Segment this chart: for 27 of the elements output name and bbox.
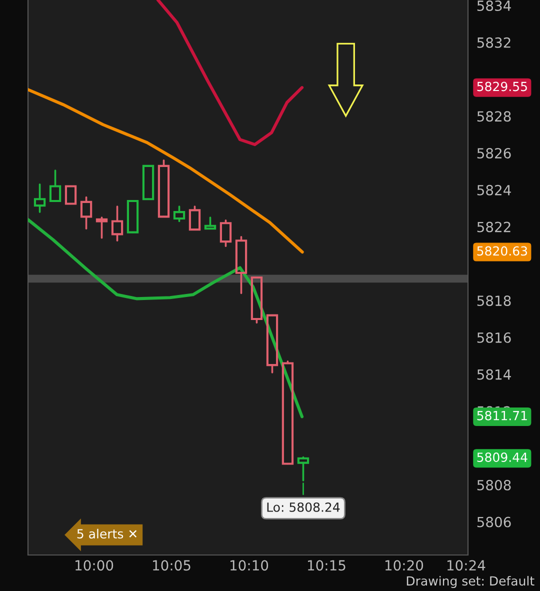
y-tick-label: 5824: [477, 184, 511, 196]
y-tick-label: 5818: [477, 296, 511, 306]
annotation: Lo: 5808.24: [267, 502, 340, 512]
text: Drawing set: Default: [406, 576, 534, 588]
y-tick-label: 5834: [477, 0, 511, 12]
y-tick-label: 5814: [477, 369, 511, 380]
text: 5829.55: [477, 82, 527, 92]
x-tick-label: 10:15: [308, 560, 346, 571]
line-series: [28, 218, 304, 418]
x-tick-label: 10:24: [447, 560, 486, 571]
y-tick-label: 5806: [477, 516, 511, 528]
y-tick-label: 5828: [477, 111, 511, 122]
x-tick-label: 10:10: [230, 560, 268, 571]
x-tick-label: 10:20: [385, 560, 424, 571]
text: 5809.44: [477, 452, 528, 462]
x-tick-label: 10:00: [76, 560, 114, 571]
y-tick-label: 5826: [477, 148, 511, 159]
x-tick-label: 10:05: [153, 560, 190, 571]
y-tick-label: 5808: [477, 480, 511, 490]
line-series: [28, 88, 304, 254]
y-tick-label: 5832: [477, 37, 510, 48]
annotation: 5 alerts ✕: [77, 528, 137, 539]
y-tick-label: 5816: [477, 332, 511, 343]
text: 5820.63: [477, 246, 528, 256]
y-tick-label: 5822: [477, 222, 510, 232]
line-series: [156, 0, 304, 146]
text: 5811.71: [477, 410, 527, 420]
